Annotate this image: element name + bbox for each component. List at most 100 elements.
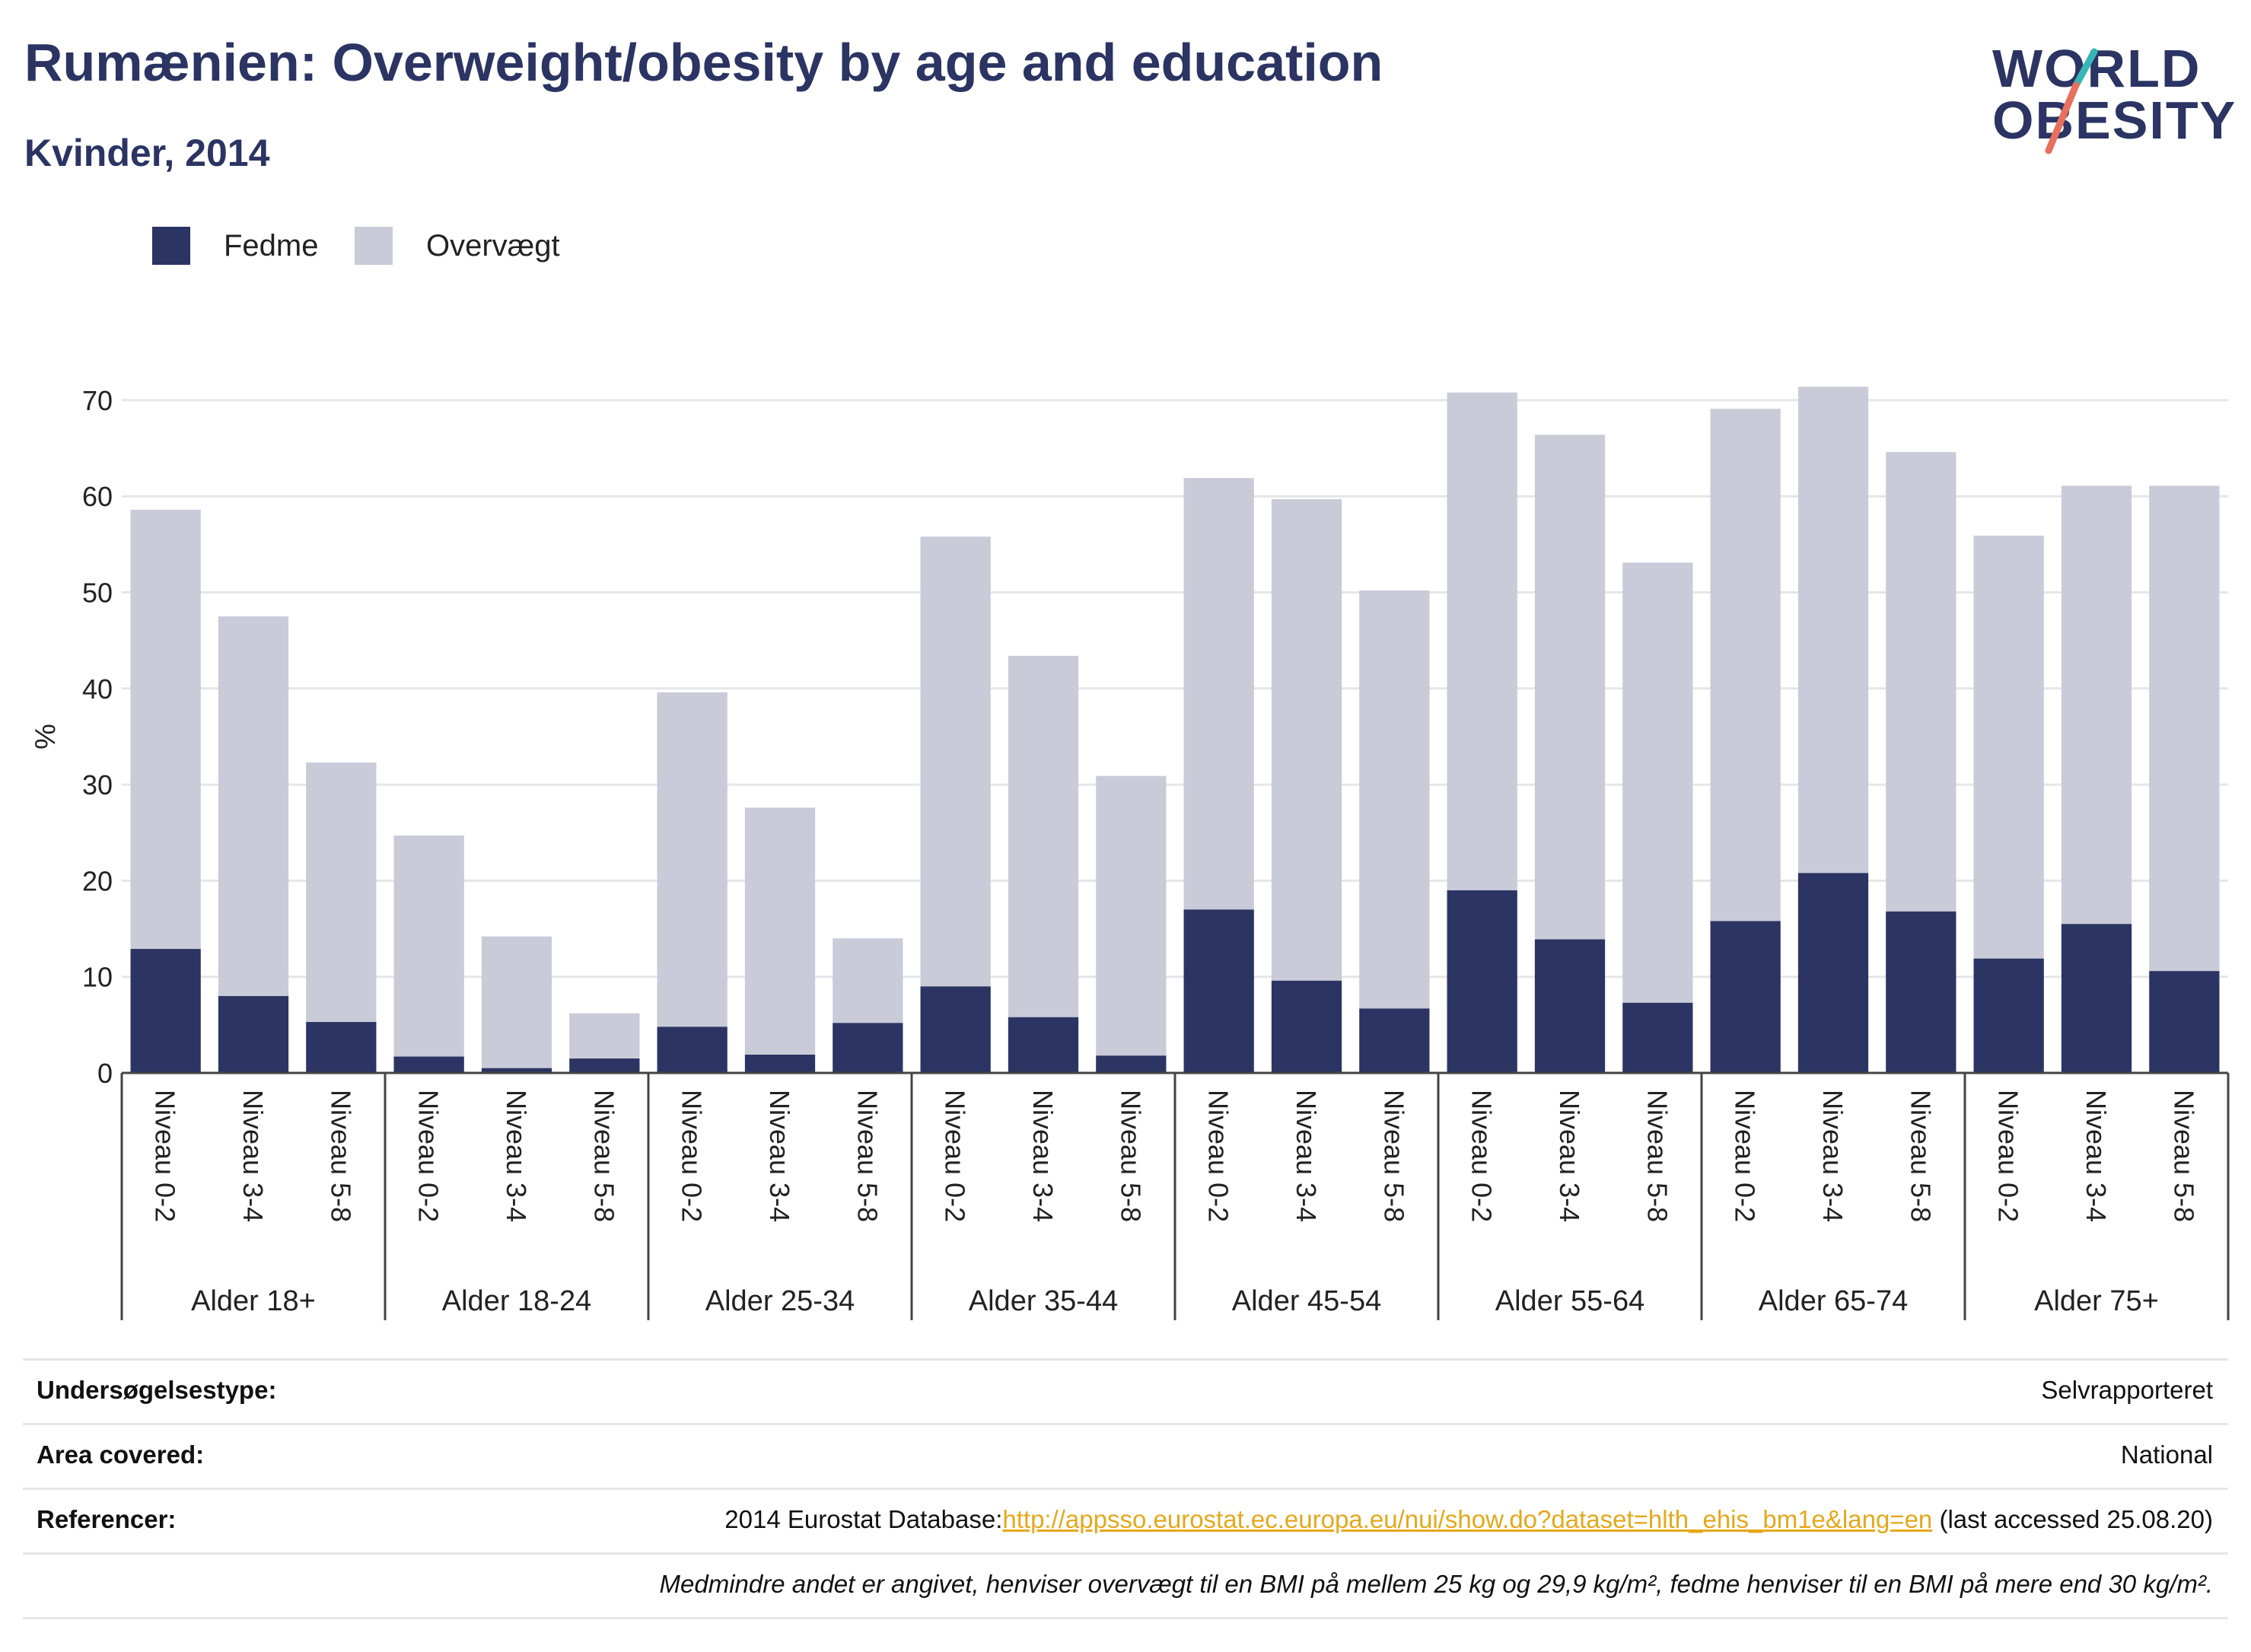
bar-fedme xyxy=(1710,921,1781,1073)
bar-fedme xyxy=(1359,1008,1430,1073)
y-tick-label: 0 xyxy=(97,1058,113,1089)
bar-fedme xyxy=(1797,873,1869,1073)
x-tick-label: Niveau 3-4 xyxy=(1027,1090,1059,1222)
bar-overvaegt xyxy=(920,536,991,987)
x-tick-label: Niveau 3-4 xyxy=(764,1090,795,1222)
x-tick-label: Niveau 3-4 xyxy=(1291,1090,1322,1222)
x-tick-label: Niveau 5-8 xyxy=(852,1090,883,1222)
bar-overvaegt xyxy=(744,807,816,1055)
bar-fedme xyxy=(833,1023,903,1073)
bar-fedme xyxy=(920,986,991,1073)
x-tick-label: Niveau 3-4 xyxy=(501,1090,532,1222)
y-tick-label: 60 xyxy=(82,481,113,512)
x-tick-label: Niveau 0-2 xyxy=(150,1090,181,1222)
bar-overvaegt xyxy=(2149,485,2220,972)
y-tick-label: 10 xyxy=(82,962,113,993)
bar-fedme xyxy=(1973,958,2044,1073)
x-group-label: Alder 35-44 xyxy=(969,1285,1118,1317)
bar-fedme xyxy=(1534,939,1606,1073)
legend-label-overvaegt: Overvægt xyxy=(426,228,560,263)
y-axis-label: % xyxy=(30,724,62,750)
bar-fedme xyxy=(569,1058,640,1073)
x-group-label: Alder 18+ xyxy=(191,1285,316,1317)
y-tick-label: 30 xyxy=(82,769,113,801)
stacked-bar-chart: 0 10 20 30 40 50 60 70% Niveau 0-2 Niveau 3-4 Nive… xyxy=(30,385,2230,1320)
bar-overvaegt xyxy=(1359,590,1430,1009)
x-tick-label: Niveau 0-2 xyxy=(1993,1090,2024,1222)
references-label: Referencer: xyxy=(37,1505,177,1533)
survey-type-value: Selvrapporteret xyxy=(2041,1376,2213,1404)
x-tick-label: Niveau 0-2 xyxy=(1730,1090,1761,1222)
info-table: Undersøgelsestype: Selvrapporteret Area … xyxy=(23,1358,2228,1619)
x-tick-label: Niveau 3-4 xyxy=(1554,1090,1585,1222)
bar-overvaegt xyxy=(1096,775,1167,1056)
bar-fedme xyxy=(1271,980,1342,1073)
x-tick-label: Niveau 5-8 xyxy=(1641,1090,1673,1222)
survey-type-label: Undersøgelsestype: xyxy=(37,1376,277,1404)
bar-overvaegt xyxy=(657,692,728,1027)
chart-title: Rumænien: Overweight/obesity by age and … xyxy=(24,33,1383,92)
bar-overvaegt xyxy=(1271,498,1342,981)
logo-line-1: WORLD xyxy=(1992,39,2202,98)
legend-label-fedme: Fedme xyxy=(224,228,319,263)
chart-subtitle: Kvinder, 2014 xyxy=(24,132,270,174)
bar-overvaegt xyxy=(306,762,377,1023)
x-group-label: Alder 45-54 xyxy=(1232,1285,1381,1317)
x-tick-label: Niveau 5-8 xyxy=(588,1090,619,1222)
area-covered-label: Area covered: xyxy=(37,1440,205,1469)
bar-overvaegt xyxy=(481,936,552,1068)
legend-item-overvaegt[interactable]: Overvægt xyxy=(355,227,560,265)
area-covered-value: National xyxy=(2120,1440,2213,1469)
x-tick-label: Niveau 5-8 xyxy=(325,1090,356,1222)
x-tick-label: Niveau 5-8 xyxy=(1905,1090,1936,1222)
references-value: 2014 Eurostat Database:http://appsso.eur… xyxy=(724,1505,2213,1534)
x-group-label: Alder 55-64 xyxy=(1495,1285,1644,1317)
bar-overvaegt xyxy=(2061,485,2132,925)
x-tick-label: Niveau 0-2 xyxy=(940,1090,971,1222)
bar-overvaegt xyxy=(1973,535,2044,959)
x-group-label: Alder 18-24 xyxy=(442,1285,591,1317)
y-tick-label: 20 xyxy=(82,865,113,896)
bar-fedme xyxy=(2061,924,2132,1073)
x-tick-label: Niveau 0-2 xyxy=(1203,1090,1234,1222)
x-tick-label: Niveau 5-8 xyxy=(1378,1090,1409,1222)
x-tick-label: Niveau 3-4 xyxy=(1817,1090,1848,1222)
x-tick-label: Niveau 0-2 xyxy=(413,1090,444,1222)
bar-overvaegt xyxy=(569,1013,640,1059)
reference-link[interactable]: http://appsso.eurostat.ec.europa.eu/nui/… xyxy=(1002,1505,1933,1533)
bar-overvaegt xyxy=(833,938,903,1023)
bar-overvaegt xyxy=(1447,392,1517,891)
bar-fedme xyxy=(218,995,289,1073)
legend-item-fedme[interactable]: Fedme xyxy=(152,227,319,265)
bar-overvaegt xyxy=(1886,452,1956,912)
x-group-label: Alder 75+ xyxy=(2034,1285,2159,1317)
bar-overvaegt xyxy=(1008,655,1079,1017)
bar-fedme xyxy=(130,949,201,1073)
bar-fedme xyxy=(657,1027,728,1073)
legend-swatch-overvaegt xyxy=(355,227,393,265)
info-row-survey: Undersøgelsestype: Selvrapporteret xyxy=(23,1358,2228,1423)
x-group-label: Alder 65-74 xyxy=(1759,1285,1908,1317)
x-tick-label: Niveau 0-2 xyxy=(1466,1090,1498,1222)
x-tick-label: Niveau 5-8 xyxy=(1115,1090,1146,1222)
world-obesity-logo: WORLD OBESITY xyxy=(1979,30,2237,167)
bar-overvaegt xyxy=(1183,478,1254,910)
bar-fedme xyxy=(481,1068,552,1073)
x-tick-label: Niveau 0-2 xyxy=(677,1090,708,1222)
info-row-references: Referencer: 2014 Eurostat Database:http:… xyxy=(23,1488,2228,1552)
bar-fedme xyxy=(2149,971,2220,1073)
bar-overvaegt xyxy=(1534,434,1606,940)
y-tick-label: 40 xyxy=(82,673,113,705)
logo-slash-icon xyxy=(2045,48,2098,154)
x-tick-label: Niveau 5-8 xyxy=(2168,1090,2199,1222)
bar-fedme xyxy=(306,1022,377,1073)
bar-fedme xyxy=(1447,890,1517,1073)
bar-fedme xyxy=(1622,1002,1693,1073)
x-group-label: Alder 25-34 xyxy=(705,1285,855,1317)
bar-overvaegt xyxy=(130,509,201,950)
bar-fedme xyxy=(1096,1055,1167,1073)
bar-fedme xyxy=(1886,911,1956,1073)
reference-prefix: 2014 Eurostat Database: xyxy=(724,1505,1003,1533)
bar-overvaegt xyxy=(1622,562,1693,1003)
bar-fedme xyxy=(393,1056,464,1073)
